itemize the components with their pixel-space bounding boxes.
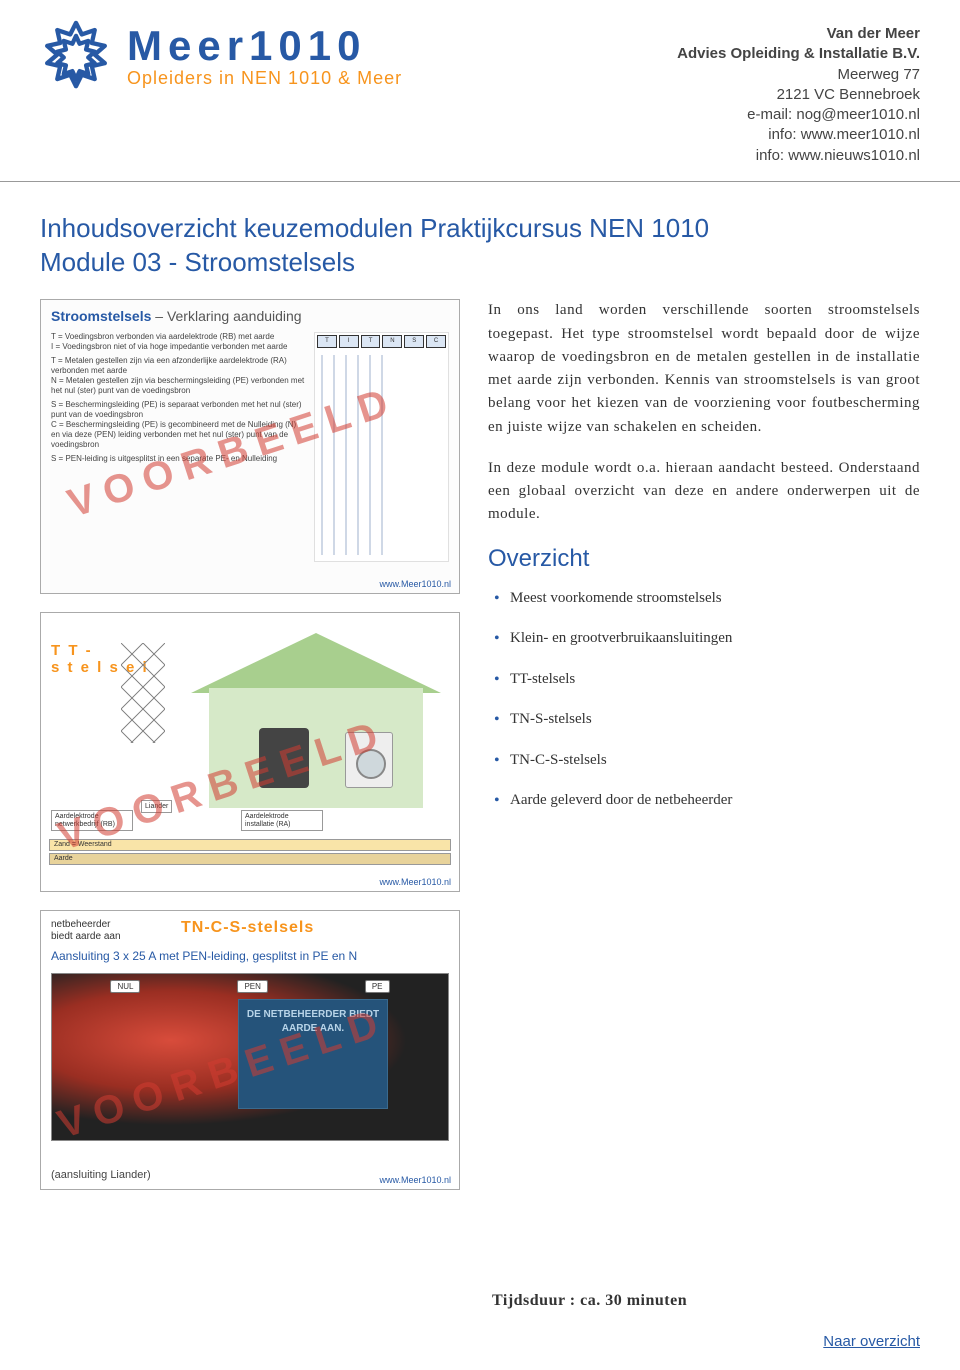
def-row: S = PEN-leiding is uitgesplitst in een s… bbox=[51, 454, 306, 464]
thumb3-panel-text: DE NETBEHEERDER BIEDT AARDE AAN. bbox=[238, 999, 388, 1109]
nav-overview-link[interactable]: Naar overzicht bbox=[823, 1333, 920, 1350]
brand-title: Meer1010 bbox=[127, 22, 402, 70]
brand-subtitle: Opleiders in NEN 1010 & Meer bbox=[127, 68, 402, 89]
overview-heading: Overzicht bbox=[488, 545, 920, 573]
company-name: Van der Meer bbox=[677, 24, 920, 44]
overview-item: Klein- en grootverbruikaansluitingen bbox=[494, 627, 920, 650]
text-column: In ons land worden verschillende soorten… bbox=[488, 299, 920, 1208]
company-info2: info: www.nieuws1010.nl bbox=[677, 146, 920, 166]
thumb1-title: Stroomstelsels bbox=[51, 308, 151, 324]
thumb1-definitions: T = Voedingsbron verbonden via aardelekt… bbox=[51, 332, 306, 562]
thumb2-box-rb: Aardelektrode netwerkbedrijf (RB) bbox=[51, 810, 133, 831]
page-title: Inhoudsoverzicht keuzemodulen Praktijkcu… bbox=[0, 182, 960, 282]
code-box: N bbox=[382, 335, 402, 348]
wire-label: NUL bbox=[110, 980, 140, 993]
thumbnail-tt-stelsel: T T - s t e l s e l Aardelektrode netwer… bbox=[40, 612, 460, 892]
ground-row: Zand = Weerstand bbox=[49, 839, 451, 851]
intro-para-2: In deze module wordt o.a. hieraan aandac… bbox=[488, 457, 920, 527]
house-icon bbox=[191, 633, 441, 803]
def-row: T = Metalen gestellen zijn via een afzon… bbox=[51, 356, 306, 376]
content-area: Stroomstelsels – Verklaring aanduiding T… bbox=[0, 281, 960, 1208]
company-address: Van der Meer Advies Opleiding & Installa… bbox=[677, 20, 920, 166]
duration-text: Tijdsduur : ca. 30 minuten bbox=[492, 1292, 687, 1310]
overview-item: Meest voorkomende stroomstelsels bbox=[494, 587, 920, 610]
ground-layers: Zand = Weerstand Aarde bbox=[49, 839, 451, 881]
ground-row: Aarde bbox=[49, 853, 451, 865]
wire-label: PE bbox=[365, 980, 390, 993]
overview-item: TT-stelsels bbox=[494, 668, 920, 691]
overview-item: TN-C-S-stelsels bbox=[494, 749, 920, 772]
def-row: I = Voedingsbron niet of via hoge impeda… bbox=[51, 342, 306, 352]
def-row: C = Beschermingsleiding (PE) is gecombin… bbox=[51, 420, 306, 450]
page-header: Meer1010 Opleiders in NEN 1010 & Meer Va… bbox=[0, 0, 960, 182]
thumb2-box-ra: Aardelektrode installatie (RA) bbox=[241, 810, 323, 831]
thumbnail-stroomstelsels-verklaring: Stroomstelsels – Verklaring aanduiding T… bbox=[40, 299, 460, 594]
washing-machine-icon bbox=[345, 732, 393, 788]
company-city: 2121 VC Bennebroek bbox=[677, 85, 920, 105]
code-box: S bbox=[404, 335, 424, 348]
code-box: I bbox=[339, 335, 359, 348]
company-street: Meerweg 77 bbox=[677, 65, 920, 85]
thumbnail-tn-c-s: netbeheerder biedt aarde aan TN-C-S-stel… bbox=[40, 910, 460, 1190]
wire-label: PEN bbox=[237, 980, 267, 993]
overview-item: Aarde geleverd door de netbeheerder bbox=[494, 789, 920, 812]
thumb3-leftnote: netbeheerder biedt aarde aan bbox=[51, 919, 131, 943]
thumb3-title: TN-C-S-stelsels bbox=[181, 919, 314, 937]
overview-item: TN-S-stelsels bbox=[494, 708, 920, 731]
thumb1-subtitle: – Verklaring aanduiding bbox=[151, 308, 301, 324]
def-row: S = Beschermingsleiding (PE) is separaat… bbox=[51, 400, 306, 420]
thumbnail-column: Stroomstelsels – Verklaring aanduiding T… bbox=[40, 299, 460, 1208]
thumb-footer: www.Meer1010.nl bbox=[379, 877, 451, 887]
thumb-footer: www.Meer1010.nl bbox=[379, 579, 451, 589]
company-email: e-mail: nog@meer1010.nl bbox=[677, 105, 920, 125]
thumb3-sub: Aansluiting 3 x 25 A met PEN-leiding, ge… bbox=[51, 949, 449, 963]
thumb1-diagram: T I T N S C bbox=[314, 332, 449, 562]
def-row: T = Voedingsbron verbonden via aardelekt… bbox=[51, 332, 306, 342]
brand-logo-icon bbox=[40, 20, 112, 92]
thumb-footer: www.Meer1010.nl bbox=[379, 1175, 451, 1185]
thumb2-liander: Liander bbox=[141, 800, 172, 814]
thumb3-photo: NUL PEN PE DE NETBEHEERDER BIEDT AARDE A… bbox=[51, 973, 449, 1141]
code-box: T bbox=[361, 335, 381, 348]
page-title-line2: Module 03 - Stroomstelsels bbox=[40, 246, 920, 280]
intro-para-1: In ons land worden verschillende soorten… bbox=[488, 299, 920, 439]
code-box: C bbox=[426, 335, 446, 348]
thumb3-caption: (aansluiting Liander) bbox=[51, 1169, 151, 1181]
code-box: T bbox=[317, 335, 337, 348]
company-info1: info: www.meer1010.nl bbox=[677, 125, 920, 145]
pylon-icon bbox=[121, 643, 165, 743]
page-title-line1: Inhoudsoverzicht keuzemodulen Praktijkcu… bbox=[40, 212, 920, 246]
brand-block: Meer1010 Opleiders in NEN 1010 & Meer bbox=[40, 20, 402, 166]
def-row: N = Metalen gestellen zijn via beschermi… bbox=[51, 376, 306, 396]
company-dept: Advies Opleiding & Installatie B.V. bbox=[677, 44, 920, 64]
meter-icon bbox=[259, 728, 309, 788]
overview-list: Meest voorkomende stroomstelsels Klein- … bbox=[488, 587, 920, 812]
